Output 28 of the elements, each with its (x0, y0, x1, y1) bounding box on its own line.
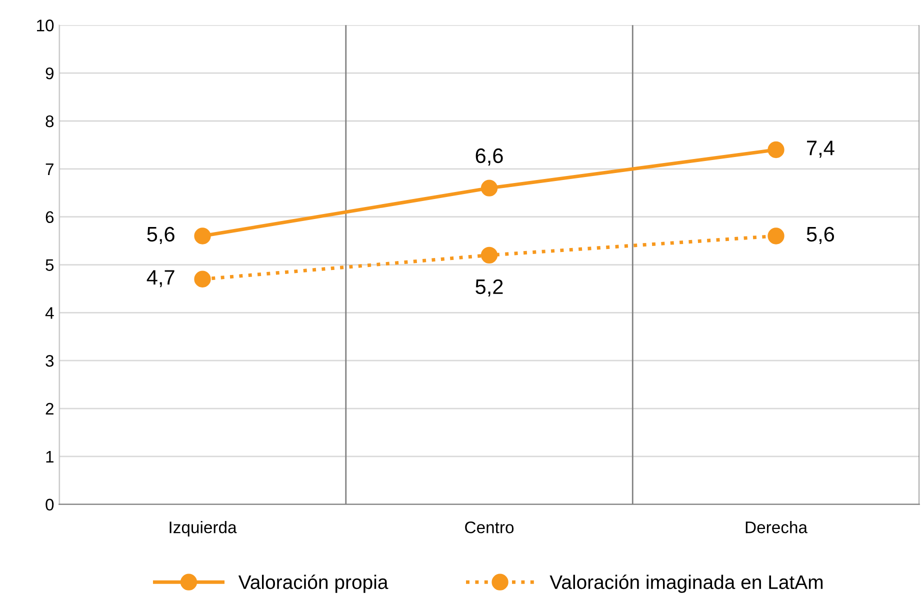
data-label: 7,4 (807, 140, 834, 158)
y-tick-label: 5 (46, 259, 54, 271)
point (480, 246, 498, 264)
y-tick-label: 6 (46, 211, 54, 224)
y-tick-label: 3 (46, 355, 54, 367)
y-tick-label: 8 (46, 115, 54, 128)
data-label: 5,2 (476, 279, 503, 297)
x-tick-label: Derecha (746, 521, 808, 534)
point (194, 270, 211, 288)
y-tick-label: 4 (45, 307, 54, 319)
point (768, 141, 784, 158)
x-tick-label: Centro (465, 521, 514, 534)
y-tick-label: 2 (46, 402, 54, 415)
y-tick-label: 0 (46, 498, 54, 511)
y-tick-label: 7 (46, 163, 54, 175)
data-label: 5,6 (806, 226, 834, 244)
y-tick-label: 10 (37, 20, 54, 32)
point (194, 228, 211, 244)
data-label: 5,6 (147, 226, 174, 244)
data-label: 6,6 (476, 148, 503, 166)
point (768, 228, 784, 244)
data-label: 4,7 (146, 270, 174, 288)
legend-label: Valoración propia (238, 574, 388, 593)
y-tick-label: 9 (46, 67, 54, 80)
legend-label: Valoración imaginada en LatAm (550, 574, 823, 593)
x-tick-label: Izquierda (170, 521, 237, 537)
point (480, 180, 498, 196)
y-tick-label: 1 (46, 451, 54, 462)
